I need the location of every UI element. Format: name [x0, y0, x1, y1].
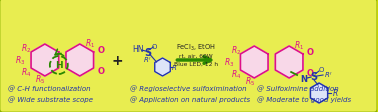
- Text: O: O: [152, 44, 157, 50]
- Text: rt, air, 60W: rt, air, 60W: [179, 53, 213, 58]
- Text: H: H: [55, 61, 63, 70]
- Text: @ Wide substrate scope: @ Wide substrate scope: [8, 96, 93, 102]
- Text: O: O: [97, 46, 104, 55]
- Text: $R_2$: $R_2$: [231, 44, 242, 57]
- Text: O: O: [318, 66, 324, 72]
- Text: HN: HN: [132, 45, 143, 54]
- Polygon shape: [240, 47, 268, 78]
- Text: @ Moderate to good yields: @ Moderate to good yields: [257, 96, 352, 102]
- Text: O: O: [97, 66, 104, 75]
- Text: R: R: [333, 89, 338, 98]
- Text: @ Sulfoximine addition: @ Sulfoximine addition: [257, 85, 339, 91]
- Text: @ C-H functionalization: @ C-H functionalization: [8, 85, 91, 91]
- Text: N: N: [301, 75, 308, 84]
- Text: +: +: [112, 54, 124, 67]
- Text: @ Application on natural products: @ Application on natural products: [130, 96, 250, 102]
- Text: S: S: [144, 48, 151, 57]
- Text: $R'$: $R'$: [143, 55, 152, 64]
- Text: $R_4$: $R_4$: [231, 68, 242, 81]
- Polygon shape: [310, 83, 328, 103]
- Text: @ Regioselective sulfoximination: @ Regioselective sulfoximination: [130, 85, 246, 92]
- Text: $R_1$: $R_1$: [294, 39, 304, 52]
- Text: S: S: [310, 71, 318, 81]
- Text: O: O: [307, 68, 314, 77]
- Text: $R_5$: $R_5$: [35, 73, 45, 85]
- Text: $R_5$: $R_5$: [245, 75, 256, 87]
- Text: $R_4$: $R_4$: [21, 66, 31, 79]
- Polygon shape: [155, 58, 170, 76]
- Text: $R_1$: $R_1$: [85, 37, 95, 50]
- Text: $R'$: $R'$: [324, 69, 333, 79]
- Polygon shape: [31, 45, 59, 76]
- Text: O: O: [307, 48, 314, 57]
- Text: $R_3$: $R_3$: [224, 56, 234, 69]
- Text: FeCl$_3$, EtOH: FeCl$_3$, EtOH: [176, 43, 216, 53]
- Polygon shape: [66, 45, 94, 76]
- Text: $R_3$: $R_3$: [15, 54, 25, 67]
- Text: R: R: [172, 64, 177, 70]
- Text: $R_2$: $R_2$: [21, 42, 31, 55]
- Text: Blue LED, 12 h: Blue LED, 12 h: [174, 61, 218, 66]
- Polygon shape: [275, 47, 303, 78]
